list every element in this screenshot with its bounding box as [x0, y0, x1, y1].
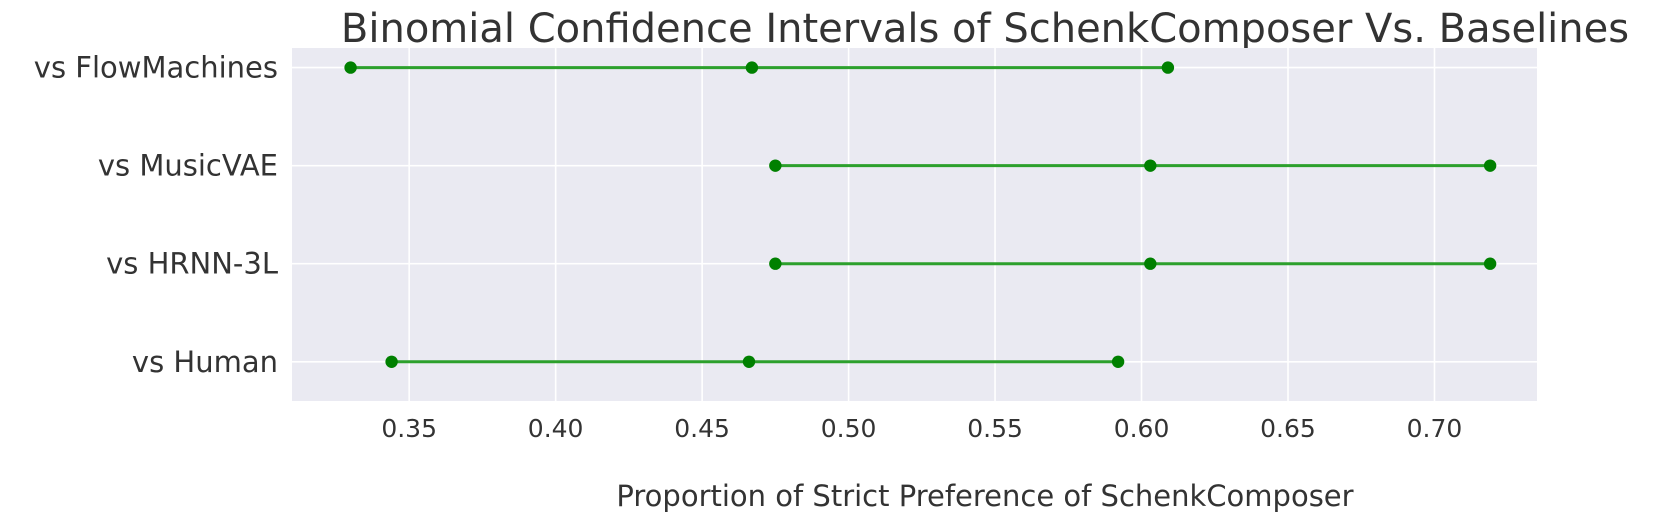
x-tick-label: 0.45	[674, 414, 730, 443]
x-tick-label: 0.35	[381, 414, 437, 443]
y-category-label: vs MusicVAE	[98, 149, 278, 183]
interval-series	[344, 61, 1497, 368]
y-axis-category-labels: vs FlowMachines vs MusicVAE vs HRNN-3L vs H…	[34, 51, 278, 379]
interval-low-point	[769, 159, 782, 172]
y-category-label: vs Human	[132, 345, 278, 379]
x-tick-label: 0.70	[1407, 414, 1463, 443]
interval-estimate-point	[1144, 159, 1157, 172]
x-tick-label: 0.65	[1260, 414, 1316, 443]
interval-group	[769, 257, 1497, 270]
x-tick-label: 0.50	[821, 414, 877, 443]
interval-group	[344, 61, 1175, 74]
interval-low-point	[344, 61, 357, 74]
interval-high-point	[1483, 159, 1497, 172]
interval-estimate-point	[742, 355, 756, 368]
y-category-label: vs FlowMachines	[34, 51, 278, 85]
plot-background	[292, 48, 1537, 401]
interval-group	[769, 159, 1497, 172]
chart-title: Binomial Confidence Intervals of SchenkC…	[341, 6, 1629, 52]
interval-low-point	[385, 355, 398, 368]
interval-estimate-point	[1144, 257, 1157, 270]
interval-high-point	[1161, 61, 1175, 74]
interval-group	[385, 355, 1125, 368]
interval-low-point	[769, 257, 782, 270]
x-axis-label: Proportion of Strict Preference of Schen…	[616, 479, 1353, 513]
x-tick-label: 0.55	[967, 414, 1023, 443]
x-axis-ticks: 0.35 0.40 0.45 0.50 0.55 0.60 0.65 0.70	[381, 414, 1462, 443]
x-tick-label: 0.60	[1114, 414, 1170, 443]
interval-estimate-point	[745, 61, 759, 74]
y-category-label: vs HRNN-3L	[106, 247, 278, 281]
interval-high-point	[1111, 355, 1125, 368]
x-tick-label: 0.40	[528, 414, 584, 443]
interval-high-point	[1483, 257, 1497, 270]
